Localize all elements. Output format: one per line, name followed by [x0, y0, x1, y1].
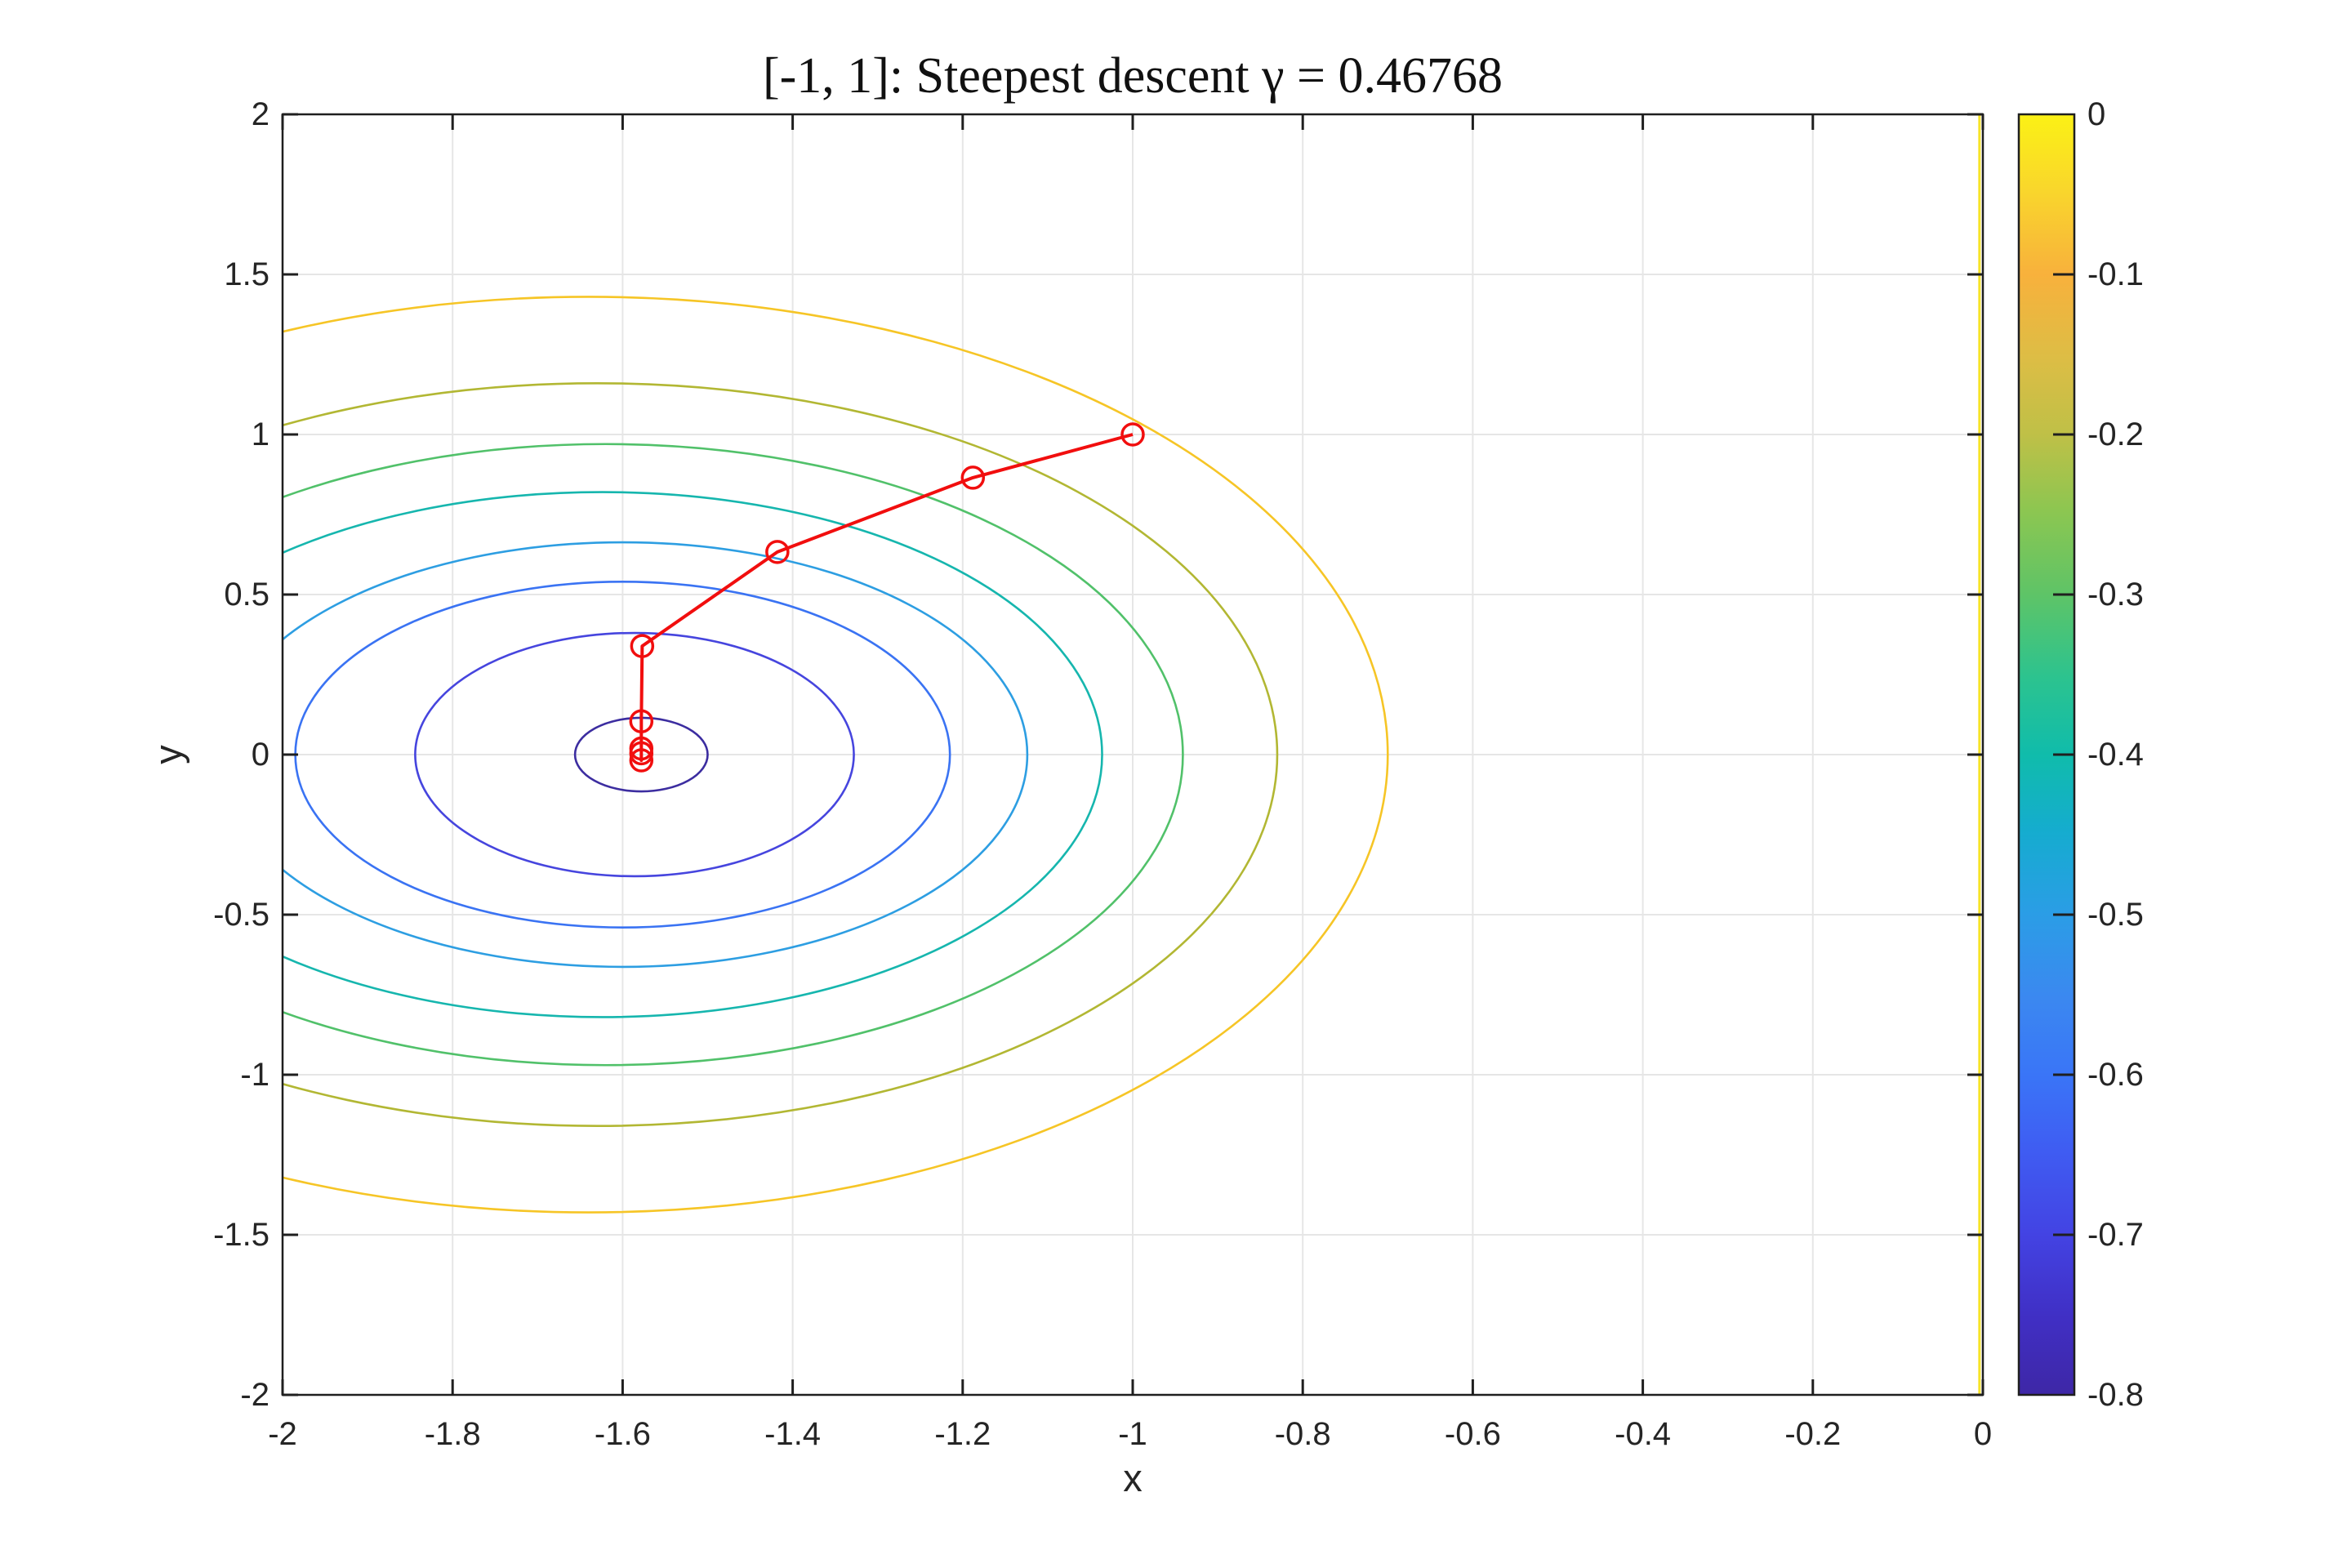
descent-iterate-marker [630, 634, 655, 658]
colorbar-tick-label: -0.3 [2087, 577, 2144, 612]
contour-ring [283, 541, 1029, 969]
descent-iterate-marker [629, 741, 654, 766]
x-tick-label: -2 [268, 1416, 297, 1452]
contour-ring [283, 296, 1389, 1214]
colorbar-tick-label: -0.8 [2087, 1377, 2144, 1413]
x-tick-label: -0.6 [1445, 1416, 1501, 1452]
y-tick-label: 1 [252, 416, 270, 452]
descent-iterate-marker [629, 748, 654, 773]
colorbar-tick-label: -0.4 [2087, 737, 2144, 773]
descent-iterate-marker [765, 540, 790, 564]
y-tick-label: 0 [252, 737, 270, 773]
plot-title: [-1, 1]: Steepest descent γ = 0.46768 [763, 48, 1503, 104]
contour-ring [283, 443, 1184, 1067]
grid-lines [282, 114, 1984, 1396]
x-tick-label: -1.4 [764, 1416, 821, 1452]
x-tick-label: -0.2 [1784, 1416, 1841, 1452]
x-tick-label: -1.6 [595, 1416, 651, 1452]
colorbar-tick-label: -0.2 [2087, 416, 2144, 452]
contour-ring [283, 382, 1279, 1127]
descent-iterate-marker [629, 709, 654, 733]
x-tick-label: -0.4 [1615, 1416, 1671, 1452]
x-tick-label: -0.8 [1275, 1416, 1331, 1452]
axes-frame [281, 113, 1984, 1396]
y-tick-label: 0.5 [224, 577, 270, 612]
y-tick-label: 2 [252, 96, 270, 132]
y-tick-label: -1 [240, 1057, 270, 1093]
colorbar-tick-label: -0.7 [2087, 1217, 2144, 1253]
colorbar-tick-label: -0.1 [2087, 256, 2144, 292]
colorbar: 0 -0.1 -0.2 -0.3 -0.4 -0.5 -0.6 -0.7 -0.8 [2017, 96, 2144, 1413]
y-tick-label: 1.5 [224, 256, 270, 292]
descent-path [629, 422, 1145, 773]
x-tick-label: -1.2 [934, 1416, 991, 1452]
x-tick-label: -1.8 [425, 1416, 481, 1452]
colorbar-tick-label: -0.5 [2087, 897, 2144, 933]
x-tick-label: -1 [1118, 1416, 1147, 1452]
contour-ring [283, 491, 1103, 1018]
colorbar-tick-label: -0.6 [2087, 1057, 2144, 1093]
y-tick-label: -2 [240, 1377, 270, 1413]
contour-ring [414, 631, 855, 878]
x-tick-label: 0 [1974, 1416, 1992, 1452]
x-axis-label: x [1123, 1456, 1143, 1499]
y-tick-label: -1.5 [213, 1217, 270, 1253]
tick-labels: -2 -1.8 -1.6 -1.4 -1.2 -1 -0.8 -0.6 -0.4 -0.2 0 -2 -… [213, 96, 1992, 1452]
descent-iterate-marker [1120, 422, 1145, 447]
y-tick-label: -0.5 [213, 897, 270, 933]
colorbar-tick-label: 0 [2087, 96, 2105, 132]
descent-iterate-marker [960, 466, 986, 490]
y-axis-label: y [146, 745, 189, 764]
